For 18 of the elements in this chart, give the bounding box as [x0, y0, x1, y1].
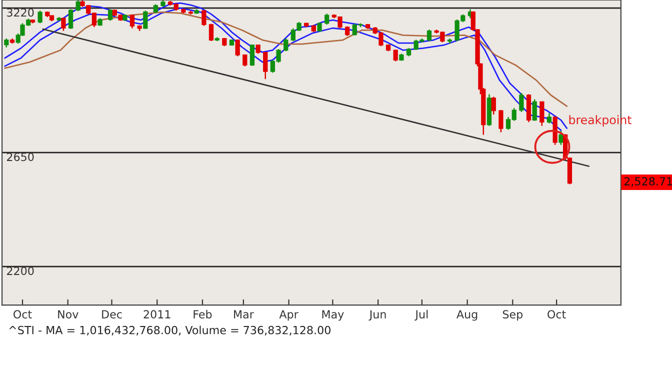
x-tick-label: Oct — [548, 310, 566, 318]
x-tick-label: Mar — [234, 310, 254, 318]
x-tick-label: Jun — [368, 310, 386, 321]
x-tick-label: Nov — [58, 310, 78, 318]
x-tick-label: Aug — [456, 310, 478, 321]
x-tick-label: Sep — [502, 310, 523, 321]
y-tick-label: 3220 — [7, 8, 34, 17]
x-tick-label: Feb — [194, 310, 212, 318]
y-tick-label: 2650 — [6, 152, 34, 162]
text: ^STI - MA = 1,016,432,768.00, Volume = 736,832,128.00 — [9, 326, 330, 336]
x-tick-label: May — [322, 310, 344, 321]
x-tick-label: Dec — [102, 310, 122, 318]
x-tick-label: 2011 — [144, 310, 170, 318]
x-tick-label: Oct — [14, 310, 32, 318]
y-tick-label: 2200 — [6, 266, 34, 276]
text: 2,528.71 — [624, 177, 672, 187]
x-tick-label: Apr — [279, 310, 298, 321]
x-tick-label: Jul — [414, 310, 428, 321]
